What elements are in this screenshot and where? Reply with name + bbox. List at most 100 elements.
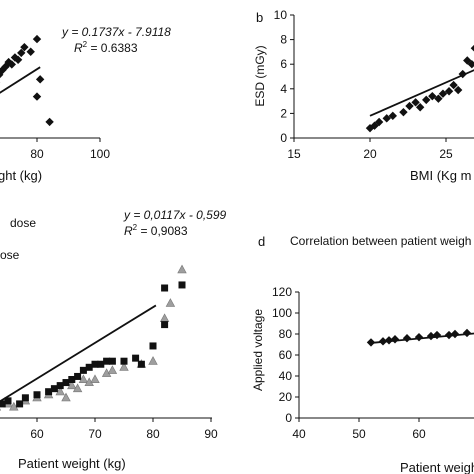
panel-a-x-tick-label: 80 bbox=[30, 147, 44, 161]
panel-d-point bbox=[462, 328, 472, 338]
panel-c-point-square bbox=[33, 391, 41, 399]
panel-c-point-triangle bbox=[119, 362, 129, 371]
panel-c-point-square bbox=[149, 342, 157, 350]
panel-a-point bbox=[32, 34, 42, 44]
panel-c-point-triangle bbox=[107, 365, 118, 374]
panel-a-x-tick-label: 100 bbox=[90, 147, 110, 161]
panel-c-plot-area bbox=[0, 264, 187, 411]
panel-d-x-axis-label: Patient weigh bbox=[400, 460, 474, 474]
panel-c-point-square bbox=[62, 379, 70, 387]
panel-d-y-tick-label: 80 bbox=[279, 327, 293, 341]
panel-c-point-square bbox=[120, 357, 128, 365]
panel-d-x-tick-label: 60 bbox=[412, 427, 426, 441]
panel-b-point bbox=[411, 98, 420, 107]
panel-d-y-tick-label: 0 bbox=[285, 411, 292, 425]
panel-c-point-triangle bbox=[61, 392, 71, 402]
panel-c-x-tick-label: 90 bbox=[204, 427, 218, 441]
panel-b-point bbox=[444, 87, 454, 96]
panel-d-point bbox=[432, 330, 442, 340]
panel-c-point-square bbox=[178, 281, 186, 289]
panel-a-point bbox=[45, 117, 54, 127]
panel-c-x-tick-label: 70 bbox=[88, 427, 102, 441]
panel-c-point-square bbox=[0, 400, 6, 408]
panel-c-point-triangle bbox=[0, 408, 2, 411]
panel-c-point-square bbox=[16, 400, 24, 408]
panel-d-point bbox=[390, 335, 400, 344]
panel-a-point bbox=[13, 55, 23, 64]
panel-b-point bbox=[415, 103, 425, 112]
panel-a-point bbox=[32, 92, 42, 101]
panel-b-point bbox=[365, 123, 375, 133]
panel-a-point bbox=[35, 75, 45, 84]
panel-c-trendline bbox=[0, 304, 157, 403]
panel-b-y-tick-label: 0 bbox=[280, 131, 287, 145]
panel-c-point-triangle bbox=[78, 374, 89, 384]
panel-b-point bbox=[453, 85, 463, 95]
panel-c-point-square bbox=[74, 372, 82, 380]
panel-d-title: Correlation between patient weigh bbox=[290, 234, 471, 248]
panel-d-point bbox=[366, 338, 376, 347]
panel-d-point bbox=[414, 332, 424, 342]
panel-b-point bbox=[470, 44, 474, 52]
panel-c-point-square bbox=[45, 388, 53, 396]
panel-d-point bbox=[426, 331, 436, 341]
panel-d-point bbox=[450, 329, 460, 339]
panel-d-y-tick-label: 40 bbox=[279, 369, 293, 383]
panel-c-point-square bbox=[91, 360, 99, 368]
panel-d-x-tick-label: 50 bbox=[352, 427, 366, 441]
panel-d-y-axis-label: Applied voltage bbox=[251, 309, 265, 391]
panel-c-point-triangle bbox=[55, 386, 65, 396]
panel-c-point-square bbox=[4, 397, 12, 405]
panel-a-point bbox=[0, 65, 7, 75]
panel-d: d Correlation between patient weigh 0 20 4… bbox=[251, 234, 474, 474]
panel-b-x-tick-label: 20 bbox=[363, 147, 377, 161]
panel-b-label: b bbox=[256, 10, 263, 25]
panel-a-point bbox=[26, 47, 35, 56]
panel-b-y-axis-label: ESD (mGy) bbox=[253, 45, 267, 106]
panel-a-point bbox=[17, 48, 26, 58]
panel-b-point bbox=[438, 89, 448, 98]
panel-a-trendline bbox=[0, 66, 41, 94]
panel-c-point-square bbox=[85, 363, 93, 371]
panel-b-y-tick-label: 8 bbox=[280, 33, 287, 47]
panel-b-point bbox=[388, 111, 397, 121]
panel-c-point-triangle bbox=[67, 380, 77, 390]
panel-b-x-tick-label: 25 bbox=[439, 147, 453, 161]
panel-b-point bbox=[463, 56, 472, 65]
panel-d-y-tick-label: 60 bbox=[279, 348, 293, 362]
panel-c-point-square bbox=[161, 284, 169, 292]
panel-c-point-square bbox=[56, 382, 64, 390]
panel-c-point-square bbox=[21, 394, 29, 402]
panel-c-point-square bbox=[137, 360, 145, 368]
panel-a-r-squared: R2 = 0.6383 bbox=[74, 40, 138, 55]
panel-a: 80 100 ght (kg) y = 0.1737x - 7.9118 R2 … bbox=[0, 25, 171, 183]
panel-b-point bbox=[399, 107, 408, 117]
panel-c-point-triangle bbox=[148, 356, 158, 365]
panel-b-y-tick-label: 4 bbox=[280, 82, 287, 96]
panel-d-point bbox=[444, 330, 454, 340]
panel-a-plot-area bbox=[0, 34, 54, 127]
panel-d-point bbox=[402, 334, 412, 343]
panel-b-point bbox=[422, 95, 431, 105]
panel-c-legend-entry: ose bbox=[0, 248, 20, 262]
panel-d-y-tick-label: 120 bbox=[272, 285, 292, 299]
panel-a-point bbox=[7, 60, 16, 69]
panel-a-x-axis-label: ght (kg) bbox=[0, 168, 42, 183]
panel-b-y-tick-label: 10 bbox=[274, 8, 288, 22]
panel-c-legend-entry: dose bbox=[10, 216, 36, 230]
panel-b-y-tick-label: 2 bbox=[280, 106, 287, 120]
panel-c-point-square bbox=[103, 357, 111, 365]
panel-a-point bbox=[0, 71, 4, 79]
panel-b-point bbox=[434, 94, 443, 103]
panel-c-x-tick-label: 80 bbox=[146, 427, 160, 441]
panel-c-point-triangle bbox=[90, 374, 100, 384]
panel-b-point bbox=[449, 80, 458, 90]
panel-b-point bbox=[374, 117, 384, 127]
panel-c-point-triangle bbox=[159, 313, 170, 323]
panel-d-y-tick-label: 100 bbox=[272, 306, 292, 320]
panel-c-point-triangle bbox=[177, 264, 187, 274]
panel-c-point-triangle bbox=[9, 401, 19, 411]
panel-d-y-tick-label: 20 bbox=[279, 390, 293, 404]
panel-c-point-square bbox=[108, 357, 116, 365]
